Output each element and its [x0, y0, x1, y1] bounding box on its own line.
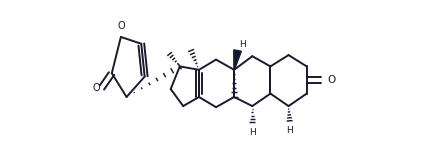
Polygon shape — [234, 50, 242, 70]
Text: O: O — [327, 75, 335, 85]
Text: H: H — [249, 128, 255, 137]
Text: H: H — [239, 40, 245, 49]
Text: O: O — [118, 21, 125, 31]
Text: H: H — [286, 126, 293, 136]
Text: O: O — [92, 83, 100, 93]
